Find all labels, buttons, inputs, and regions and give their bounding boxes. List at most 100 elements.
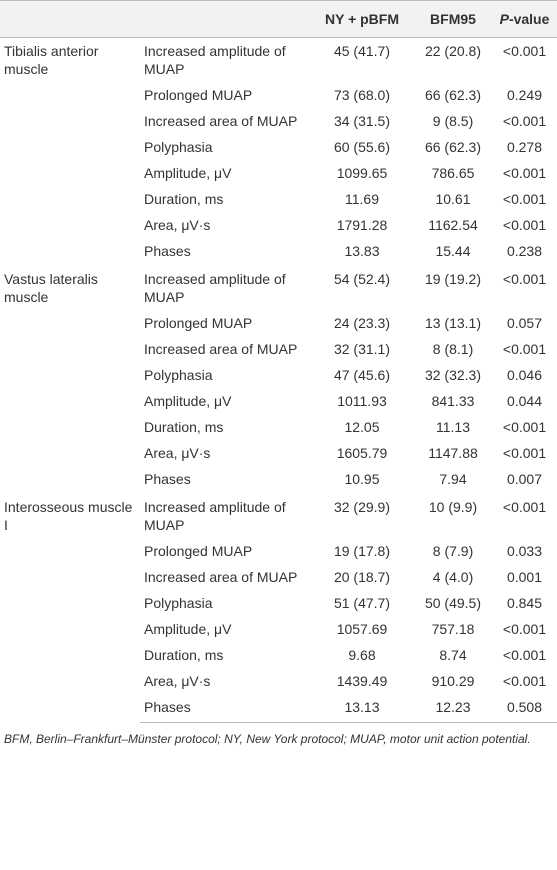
row-label: Amplitude, μV [144,621,232,637]
table-row: Polyphasia 51 (47.7) 50 (49.5) 0.845 [0,590,557,616]
row-label: Amplitude, μV [144,393,232,409]
value-cell: <0.001 [502,191,547,207]
value-cell: 1605.79 [336,445,388,461]
table-row: Amplitude, μV 1011.93 841.33 0.044 [0,388,557,414]
table-header: NY + pBFM BFM95 P-value [0,0,557,38]
value-cell: 47 (45.6) [333,367,391,383]
table-row: Vastus lateralis muscle Increased amplitu… [0,266,557,310]
value-cell: 0.033 [506,543,543,559]
value-cell: <0.001 [502,165,547,181]
value-cell: 32 (29.9) [333,499,391,515]
row-label: Duration, ms [144,419,224,435]
row-label: Prolonged MUAP [144,87,253,103]
header-cell [0,0,140,38]
table-row: Amplitude, μV 1099.65 786.65 <0.001 [0,160,557,186]
value-cell: 13.83 [344,243,380,259]
value-cell: 45 (41.7) [333,43,391,59]
value-cell: <0.001 [502,419,547,435]
value-cell: 20 (18.7) [333,569,391,585]
value-cell: 1162.54 [428,217,478,233]
value-cell: 32 (31.1) [333,341,391,357]
value-cell: 12.23 [414,694,492,723]
row-label: Prolonged MUAP [144,543,253,559]
value-cell: <0.001 [502,113,547,129]
value-cell: 9.68 [348,647,376,663]
row-label: Phases [144,471,191,487]
header-row: NY + pBFM BFM95 P-value [0,0,557,38]
header-cell: P-value [492,0,557,38]
value-cell: 0.007 [506,471,543,487]
value-cell: 0.057 [506,315,543,331]
value-cell: 1791.28 [336,217,388,233]
value-cell: 66 (62.3) [424,139,482,155]
value-cell: <0.001 [502,445,547,461]
footnote: BFM, Berlin–Frankfurt–Münster protocol; … [4,732,531,746]
value-cell: 0.001 [506,569,543,585]
row-label: Area, μV·s [144,217,211,233]
value-cell: 11.13 [436,419,470,435]
table-row: Phases 13.13 12.23 0.508 [0,694,557,723]
group-name: Interosseous muscle I [4,499,133,533]
table-row: Duration, ms 11.69 10.61 <0.001 [0,186,557,212]
value-cell: 1011.93 [337,393,387,409]
value-cell: 12.05 [344,419,380,435]
table-row: Duration, ms 9.68 8.74 <0.001 [0,642,557,668]
row-label: Increased amplitude of MUAP [144,499,286,533]
value-cell: 8.74 [439,647,467,663]
table-row: Prolonged MUAP 19 (17.8) 8 (7.9) 0.033 [0,538,557,564]
value-cell: 51 (47.7) [333,595,391,611]
value-cell: 22 (20.8) [424,43,482,59]
value-cell: 1439.49 [336,673,388,689]
value-cell: 60 (55.6) [333,139,391,155]
value-cell: 13.13 [310,694,414,723]
value-cell: 54 (52.4) [333,271,391,287]
table-row: Increased area of MUAP 32 (31.1) 8 (8.1) <0… [0,336,557,362]
value-cell: <0.001 [502,621,547,637]
row-label: Prolonged MUAP [144,315,253,331]
table-row: Prolonged MUAP 24 (23.3) 13 (13.1) 0.057 [0,310,557,336]
row-label: Phases [140,694,310,723]
value-cell: 15.44 [435,243,471,259]
table-row: Duration, ms 12.05 11.13 <0.001 [0,414,557,440]
value-cell: 10.61 [435,191,471,207]
value-cell: 0.044 [506,393,543,409]
row-label: Polyphasia [144,139,213,155]
value-cell: 19 (19.2) [424,271,482,287]
value-cell: <0.001 [502,271,547,287]
value-cell: 66 (62.3) [424,87,482,103]
table-row: Increased area of MUAP 34 (31.5) 9 (8.5) <0… [0,108,557,134]
header-cell: BFM95 [414,0,492,38]
value-cell: 7.94 [439,471,467,487]
value-cell: 0.249 [506,87,543,103]
header-text: -value [508,11,550,27]
table-body: Tibialis anterior muscle Increased amplit… [0,38,557,723]
value-cell: 10.95 [344,471,380,487]
value-cell: <0.001 [502,43,547,59]
value-cell: 10 (9.9) [428,499,478,515]
row-label: Amplitude, μV [144,165,232,181]
value-cell: <0.001 [502,499,547,515]
group-name: Tibialis anterior muscle [4,43,99,77]
value-cell: 73 (68.0) [333,87,391,103]
group-name: Vastus lateralis muscle [4,271,98,305]
row-label: Area, μV·s [144,445,211,461]
table-row: Phases 13.83 15.44 0.238 [0,238,557,266]
value-cell: 0.046 [506,367,543,383]
row-label: Increased area of MUAP [144,569,298,585]
table-row: Area, μV·s 1791.28 1162.54 <0.001 [0,212,557,238]
row-label: Increased amplitude of MUAP [144,271,286,305]
header-cell [140,0,310,38]
value-cell: 0.238 [506,243,543,259]
header-cell: NY + pBFM [310,0,414,38]
value-cell: 1057.69 [336,621,388,637]
table-row: Interosseous muscle I Increased amplitude… [0,494,557,538]
value-cell: 4 (4.0) [432,569,474,585]
table-row: Increased area of MUAP 20 (18.7) 4 (4.0) 0.… [0,564,557,590]
value-cell: 8 (7.9) [432,543,474,559]
row-label: Polyphasia [144,595,213,611]
row-label: Increased amplitude of MUAP [144,43,286,77]
table-row: Tibialis anterior muscle Increased amplit… [0,38,557,83]
value-cell: <0.001 [502,217,547,233]
row-label: Phases [144,243,191,259]
